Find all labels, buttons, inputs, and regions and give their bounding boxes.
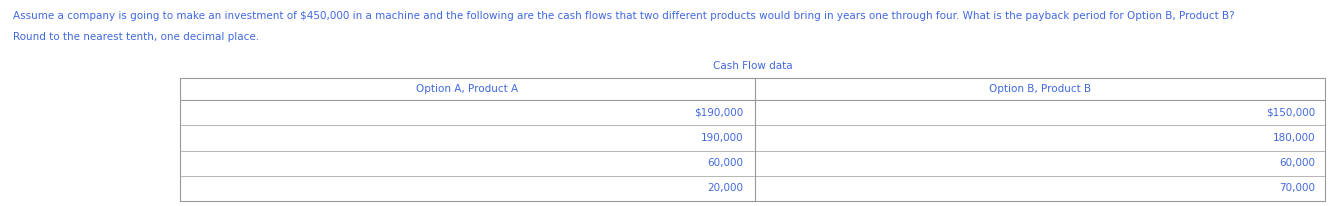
Text: $150,000: $150,000 <box>1265 108 1315 118</box>
Text: Option A, Product A: Option A, Product A <box>416 84 518 94</box>
Text: 70,000: 70,000 <box>1279 183 1315 193</box>
Bar <box>180 78 1326 201</box>
Text: 20,000: 20,000 <box>706 183 743 193</box>
Text: Cash Flow data: Cash Flow data <box>713 61 792 71</box>
Text: $190,000: $190,000 <box>694 108 743 118</box>
Text: Round to the nearest tenth, one decimal place.: Round to the nearest tenth, one decimal … <box>13 32 259 42</box>
Text: 60,000: 60,000 <box>1279 158 1315 168</box>
Text: 60,000: 60,000 <box>706 158 743 168</box>
Text: Option B, Product B: Option B, Product B <box>988 84 1091 94</box>
Text: Assume a company is going to make an investment of $450,000 in a machine and the: Assume a company is going to make an inv… <box>13 11 1234 21</box>
Text: 180,000: 180,000 <box>1272 133 1315 143</box>
Text: 190,000: 190,000 <box>701 133 743 143</box>
